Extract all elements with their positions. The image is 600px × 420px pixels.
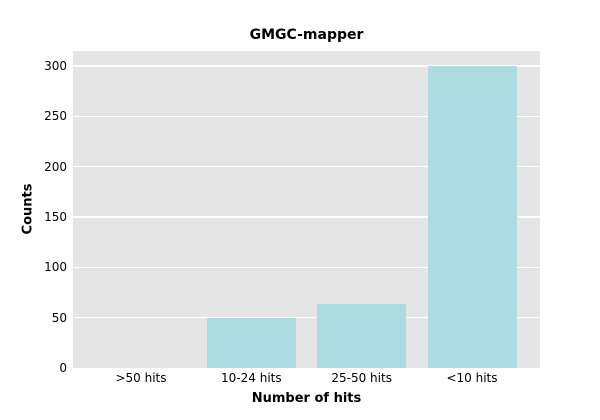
y-tick-label: 50 — [51, 310, 67, 325]
bar-25-50-hits — [317, 303, 407, 368]
gridline-y-150 — [73, 216, 540, 218]
bar--10-hits — [427, 66, 517, 368]
x-tick-label: >50 hits — [115, 371, 167, 385]
gridline-y-200 — [73, 165, 540, 168]
x-axis-label: Number of hits — [251, 391, 362, 406]
gridline-y-50 — [73, 316, 540, 319]
chart-title: GMGC-mapper — [249, 27, 364, 43]
plot-area — [73, 51, 540, 368]
y-tick-label: 200 — [44, 159, 67, 174]
bar-10-24-hits — [206, 317, 296, 368]
y-tick-label: 150 — [44, 210, 67, 225]
x-tick-label: 25-50 hits — [331, 371, 392, 385]
y-axis-label: Counts — [20, 183, 36, 235]
y-tick-label: 250 — [44, 109, 67, 124]
y-tick-label: 100 — [44, 260, 67, 275]
x-tick-label: <10 hits — [446, 371, 498, 385]
y-tick-label: 300 — [44, 59, 67, 74]
gridline-y-300 — [73, 65, 540, 67]
gridline-y-100 — [73, 266, 540, 269]
y-tick-label: 0 — [59, 361, 67, 375]
x-tick-label: 10-24 hits — [221, 371, 282, 385]
gridline-y-250 — [73, 115, 540, 118]
